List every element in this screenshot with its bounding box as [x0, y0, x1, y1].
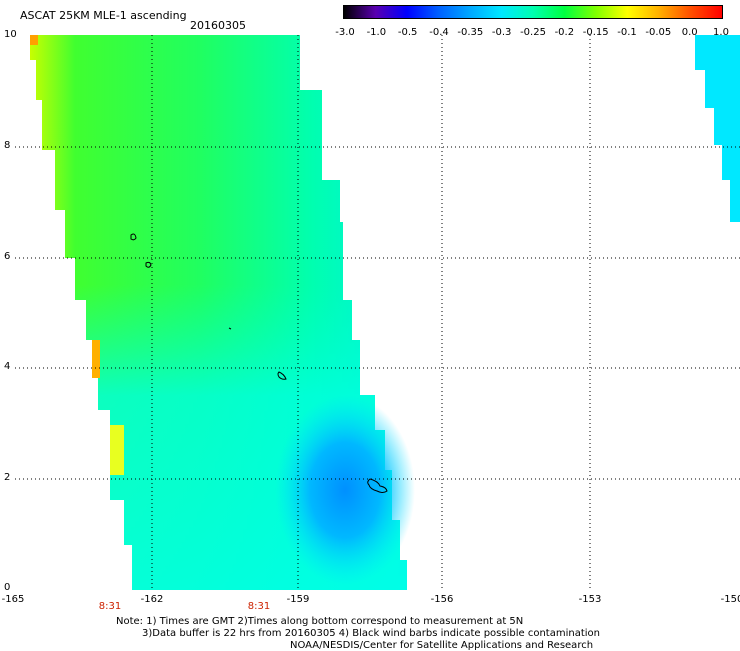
colorbar-label: -0.25: [520, 27, 546, 38]
blue-region: [275, 395, 415, 585]
colorbar-labels: -3.0 -1.0 -0.5 -0.4 -0.35 -0.3 -0.25 -0.2 -0.15-…: [0, 27, 740, 41]
x-tick-150: -150: [720, 594, 740, 605]
note-line-1: Note: 1) Times are GMT 2)Times along bot…: [116, 616, 524, 627]
map-date: 20160305: [190, 19, 246, 32]
colorbar-label: -0.35: [457, 27, 484, 38]
y-tick-2: 2: [4, 472, 11, 483]
y-tick-4: 4: [4, 361, 11, 372]
y-tick-6: 6: [4, 251, 11, 262]
x-tick-159: -159: [286, 594, 310, 605]
edge-orange-cell: [30, 35, 38, 45]
x-tick-162: -162: [140, 594, 164, 605]
colorbar-label: -3.0: [335, 27, 355, 38]
x-tick-156: -156: [430, 594, 454, 605]
edge-orange-cell-2: [92, 340, 100, 378]
x-tick-165: -165: [1, 594, 25, 605]
colorbar-label: -0.3: [491, 27, 512, 38]
colorbar-label: -0.1: [617, 27, 637, 38]
colorbar-label: -0.5: [397, 27, 418, 38]
map-title: ASCAT 25KM MLE-1 ascending: [20, 9, 187, 22]
time-label-2: 8:31: [247, 601, 271, 612]
y-tick-0: 0: [4, 582, 11, 593]
x-tick-153: -153: [578, 594, 602, 605]
y-tick-8: 8: [4, 140, 11, 151]
note-line-2: 3)Data buffer is 22 hrs from 20160305 4)…: [142, 628, 600, 639]
colorbar: [343, 5, 723, 19]
y-tick-10: 10: [4, 29, 17, 40]
colorbar-label: 0.0: [681, 27, 698, 38]
time-label-1: 8:31: [98, 601, 122, 612]
right-swath: [695, 35, 740, 222]
colorbar-label: -0.05: [645, 27, 672, 38]
edge-yellow-cell: [110, 425, 124, 475]
colorbar-label: 1.0: [713, 27, 729, 38]
note-line-3: NOAA/NESDIS/Center for Satellite Applica…: [290, 640, 594, 651]
colorbar-label: -1.0: [366, 27, 387, 38]
island-outlines: [130, 233, 388, 493]
colorbar-label: -0.2: [554, 27, 575, 38]
colorbar-label: -0.15: [582, 27, 609, 38]
colorbar-label: -0.4: [429, 27, 449, 38]
grid: [15, 35, 740, 590]
